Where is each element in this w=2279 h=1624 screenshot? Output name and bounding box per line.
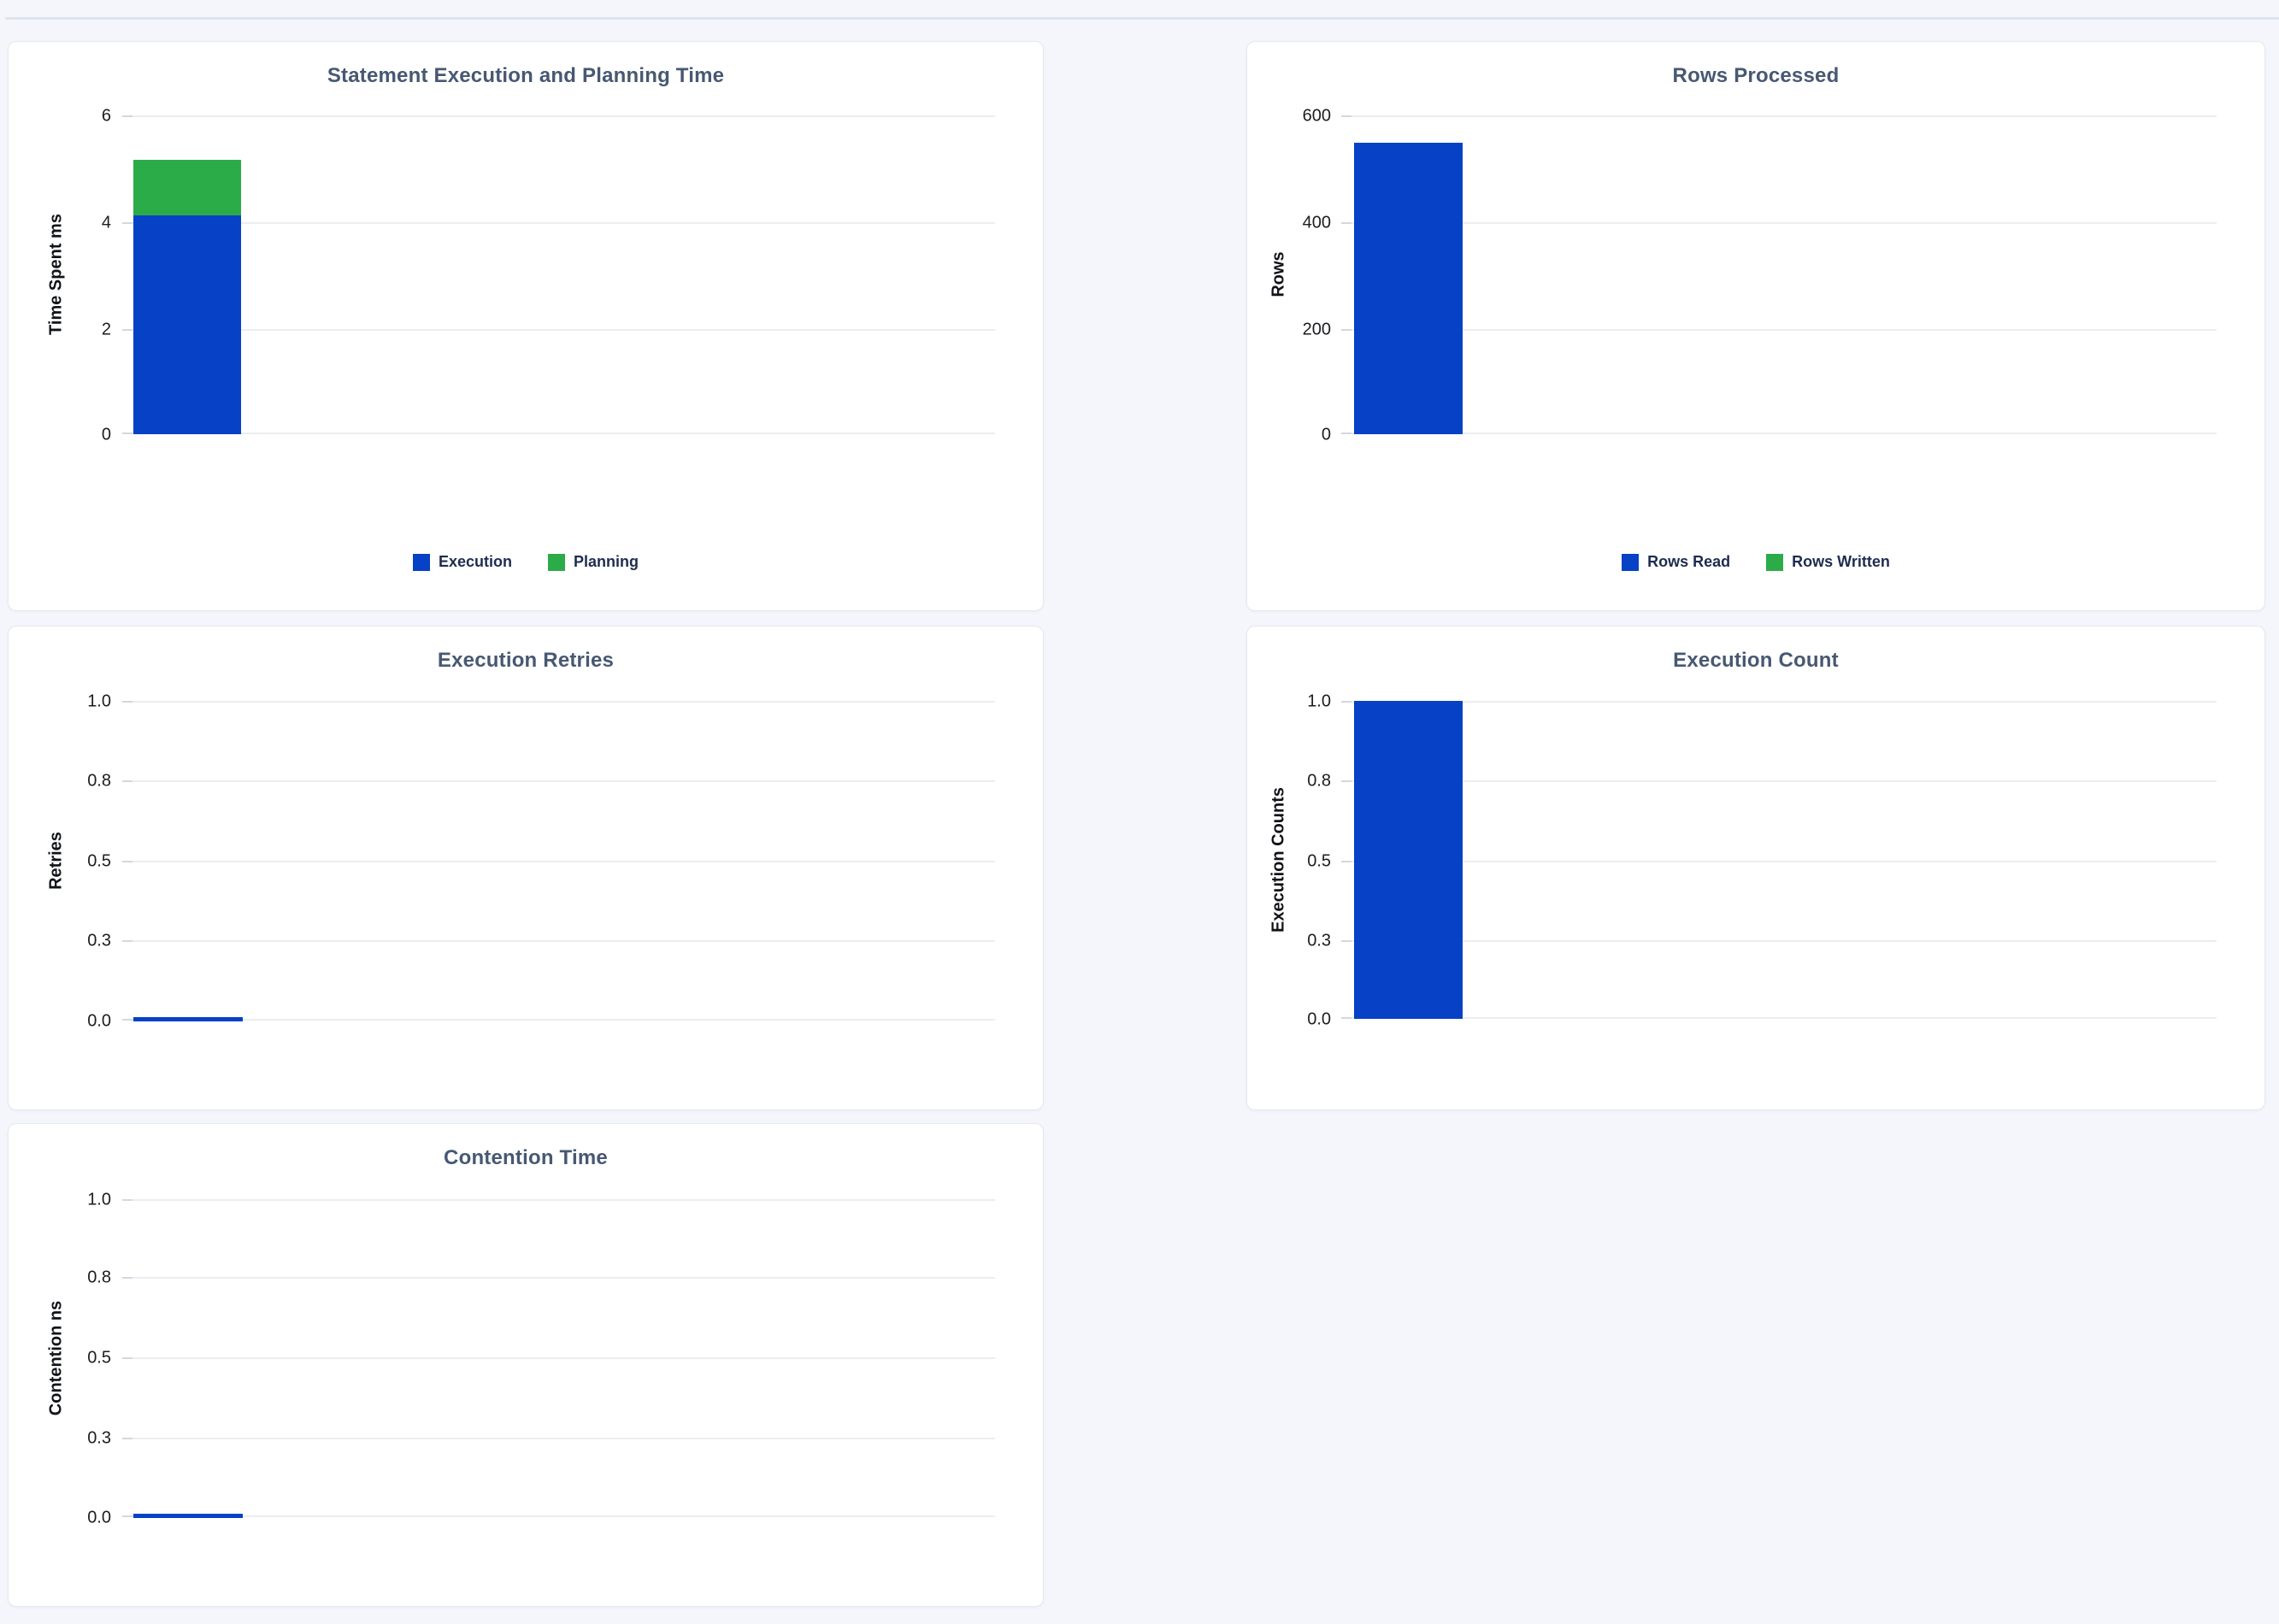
chart-title-rows-processed: Rows Processed [1672, 64, 1840, 87]
y-tick-label: 2 [101, 320, 111, 339]
gridline [122, 1357, 995, 1359]
bar-execution[interactable] [133, 215, 241, 434]
gridline [1341, 1017, 2217, 1019]
top-divider [5, 17, 2279, 20]
gridline [122, 432, 995, 434]
gridline [122, 1277, 995, 1279]
legend-item-rows-read[interactable]: Rows Read [1622, 553, 1730, 571]
y-tick-label: 0.5 [87, 1348, 111, 1368]
gridline [1341, 329, 2217, 331]
gridline [1341, 222, 2217, 224]
y-tick-label: 0.0 [87, 1011, 111, 1031]
gridline [122, 861, 995, 862]
y-tick-label: 0.3 [1307, 931, 1331, 950]
plot-area [122, 701, 995, 1021]
y-tick-label: 1.0 [87, 691, 111, 711]
legend-swatch-planning [548, 553, 566, 571]
chart-title-execution-retries: Execution Retries [437, 649, 615, 672]
gridline [1341, 861, 2217, 862]
legend-item-execution[interactable]: Execution [412, 553, 513, 571]
gridline [122, 780, 995, 782]
gridline [122, 329, 995, 331]
y-tick-label: 4 [101, 213, 111, 232]
chart-title-execution-count: Execution Count [1673, 649, 1839, 672]
y-tick-label: 0.5 [1307, 851, 1331, 871]
chart-card-rows-processed: Rows Processed Rows 600 400 200 0 Rows R… [1246, 41, 2265, 611]
bar-contention-zero[interactable] [133, 1514, 243, 1518]
bar-execution-count[interactable] [1354, 701, 1463, 1019]
gridline [1341, 780, 2217, 782]
y-tick-label: 0.3 [87, 1428, 111, 1448]
y-tick-label: 0.0 [1307, 1009, 1331, 1029]
y-tick-label: 0.3 [87, 931, 111, 950]
bar-rows-read[interactable] [1354, 143, 1463, 434]
chart-card-contention-time: Contention Time Contention ns 1.0 0.8 0.… [8, 1123, 1044, 1607]
legend-swatch-rows-read [1622, 553, 1640, 571]
chart-card-statement-time: Statement Execution and Planning Time Ti… [8, 41, 1044, 611]
y-axis-label-rows: Rows [1269, 251, 1288, 297]
y-tick-label: 0.5 [87, 851, 111, 871]
y-tick-label: 400 [1302, 213, 1331, 232]
y-tick-label: 200 [1302, 320, 1331, 339]
plot-area [1341, 701, 2217, 1019]
gridline [122, 940, 995, 942]
gridline [1341, 432, 2217, 434]
gridline [122, 1019, 995, 1021]
y-tick-label: 0.0 [87, 1508, 111, 1527]
y-tick-label: 0.8 [87, 1268, 111, 1287]
gridline [122, 1515, 995, 1517]
gridline [1341, 115, 2217, 117]
legend-label-rows-read: Rows Read [1647, 553, 1731, 570]
y-tick-label: 600 [1302, 106, 1331, 126]
legend-label-planning: Planning [574, 553, 639, 570]
y-tick-label: 1.0 [87, 1190, 111, 1209]
gridline [1341, 701, 2217, 703]
y-tick-label: 0 [101, 425, 111, 444]
y-tick-label: 6 [101, 106, 111, 126]
y-tick-label: 1.0 [1307, 691, 1331, 711]
gridline [1341, 940, 2217, 942]
plot-area [1341, 115, 2217, 434]
bar-planning[interactable] [133, 160, 241, 215]
chart-title-contention-time: Contention Time [444, 1146, 608, 1169]
legend: Rows Read Rows Written [1247, 553, 2264, 571]
plot-area [122, 1199, 995, 1518]
y-tick-label: 0.8 [87, 771, 111, 791]
legend-swatch-rows-written [1766, 553, 1784, 571]
gridline [122, 1438, 995, 1439]
gridline [122, 115, 995, 117]
legend: Execution Planning [9, 553, 1043, 571]
gridline [122, 1199, 995, 1201]
gridline [122, 701, 995, 703]
chart-card-execution-retries: Execution Retries Retries 1.0 0.8 0.5 0.… [8, 626, 1044, 1110]
chart-title-statement-time: Statement Execution and Planning Time [327, 64, 725, 87]
chart-card-execution-count: Execution Count Execution Counts 1.0 0.8… [1246, 626, 2265, 1110]
legend-label-rows-written: Rows Written [1792, 553, 1890, 570]
y-tick-label: 0.8 [1307, 771, 1331, 791]
legend-label-execution: Execution [438, 553, 513, 570]
legend-item-rows-written[interactable]: Rows Written [1766, 553, 1890, 571]
plot-area [122, 115, 995, 434]
legend-swatch-execution [412, 553, 430, 571]
bar-retries-zero[interactable] [133, 1017, 243, 1021]
gridline [122, 222, 995, 224]
y-tick-label: 0 [1321, 425, 1331, 444]
legend-item-planning[interactable]: Planning [548, 553, 639, 571]
